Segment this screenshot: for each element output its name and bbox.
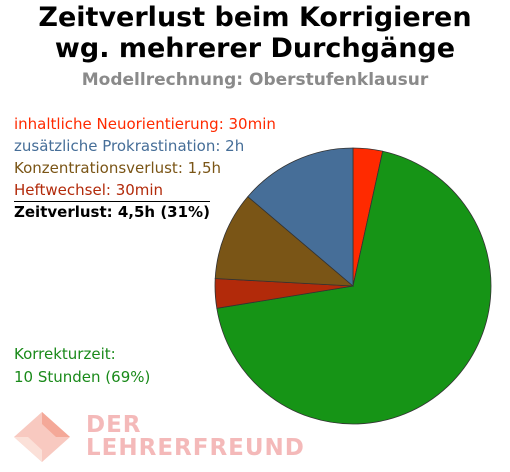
legend-item-neuorientierung: inhaltliche Neuorientierung: 30min: [14, 115, 276, 133]
logo-line-2: LEHRERFREUND: [86, 435, 305, 461]
pie-slice-4: [247, 147, 354, 287]
pie-slice-1: [216, 150, 492, 425]
legend-item-heftwechsel: Heftwechsel: 30min: [14, 181, 164, 199]
logo-line-1: DER: [86, 412, 142, 438]
correction-label: Korrekturzeit: 10 Stunden (69%): [14, 343, 150, 389]
legend-total: Zeitverlust: 4,5h (31%): [14, 201, 276, 223]
chart-subtitle: Modellrechnung: Oberstufenklausur: [81, 70, 429, 90]
chart-title: Zeitverlust beim Korrigieren wg. mehrere…: [0, 2, 510, 64]
pie-slice-3: [214, 196, 355, 287]
title-line-2: wg. mehrerer Durchgänge: [54, 33, 456, 64]
legend-item-prokrastination: zusätzliche Prokrastination: 2h: [14, 137, 245, 155]
logo-icon: [14, 412, 70, 462]
legend-item-konzentration: Konzentrationsverlust: 1,5h: [14, 159, 221, 177]
logo-text: DER LEHRERFREUND: [86, 414, 305, 460]
total-label: Zeitverlust: 4,5h (31%): [14, 201, 210, 221]
legend: inhaltliche Neuorientierung: 30min zusät…: [14, 113, 276, 223]
title-line-1: Zeitverlust beim Korrigieren: [38, 2, 472, 33]
correction-line-2: 10 Stunden (69%): [14, 368, 151, 386]
correction-line-1: Korrekturzeit:: [14, 345, 116, 363]
